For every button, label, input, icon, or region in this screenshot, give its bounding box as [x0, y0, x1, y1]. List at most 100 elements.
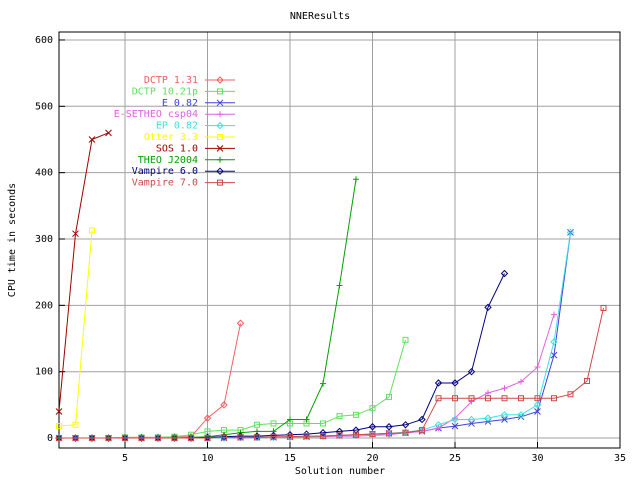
point [517, 411, 525, 419]
point [584, 377, 590, 384]
y-tick-label: 200 [35, 300, 53, 311]
point [452, 395, 458, 402]
point [217, 111, 223, 118]
point [217, 179, 223, 186]
point [368, 423, 377, 431]
point [485, 395, 491, 402]
point [335, 427, 344, 436]
point [171, 435, 178, 442]
point [216, 145, 224, 152]
y-tick-label: 400 [35, 168, 53, 179]
point [56, 423, 62, 430]
point [467, 415, 476, 424]
point [500, 411, 509, 419]
point [217, 134, 223, 140]
point [435, 395, 442, 402]
point [451, 415, 459, 424]
point [518, 378, 524, 385]
point [72, 421, 79, 428]
y-tick-label: 500 [35, 101, 53, 112]
point [320, 420, 326, 427]
point [484, 414, 492, 422]
point [533, 401, 542, 409]
legend-label: EP 0.82 [156, 121, 198, 132]
point [270, 428, 277, 435]
point [485, 389, 491, 396]
series-line [58, 230, 93, 427]
point [55, 408, 63, 415]
plot-frame [58, 31, 621, 449]
point [216, 121, 224, 130]
point [320, 433, 326, 440]
point [336, 413, 343, 420]
point [500, 269, 509, 278]
legend-label: Vampire 7.0 [132, 178, 198, 189]
x-axis-label: Solution number [295, 466, 385, 477]
x-tick-label: 5 [122, 453, 128, 464]
y-tick-label: 600 [35, 35, 53, 46]
point [467, 367, 476, 376]
point [434, 379, 443, 387]
y-axis-label: CPU time in seconds [7, 183, 18, 297]
point [551, 395, 557, 402]
series-line [59, 232, 571, 439]
point [303, 416, 310, 423]
point [451, 379, 459, 387]
point [501, 395, 508, 402]
point [188, 435, 194, 442]
point [501, 416, 508, 423]
point [385, 423, 393, 431]
point [369, 431, 376, 438]
legend-label: Otter 3.3 [144, 132, 198, 143]
x-tick-label: 20 [366, 453, 378, 464]
point [89, 435, 95, 442]
point [270, 433, 277, 440]
legend-label: Vampire 6.0 [132, 166, 198, 177]
point [216, 167, 224, 175]
series-line [59, 232, 571, 439]
point [551, 311, 557, 318]
point [501, 385, 508, 392]
point [105, 435, 112, 442]
point [138, 435, 145, 442]
point [72, 230, 79, 238]
point [369, 405, 376, 412]
point [534, 408, 541, 415]
point [254, 421, 260, 428]
legend-label: E-SETHEO csp04 [114, 109, 198, 120]
point [550, 351, 558, 359]
point [418, 415, 426, 424]
point [105, 129, 112, 137]
point [468, 395, 475, 402]
point [600, 305, 607, 312]
point [534, 395, 541, 402]
point [122, 435, 128, 442]
point [534, 364, 541, 371]
point [56, 435, 62, 442]
point [353, 176, 359, 183]
point [451, 422, 459, 430]
x-tick-label: 25 [449, 453, 461, 464]
series-line [59, 307, 604, 439]
point [220, 401, 228, 409]
point [336, 432, 343, 439]
point [254, 434, 260, 441]
y-tick-label: 300 [35, 234, 53, 245]
point [270, 420, 277, 427]
point [353, 411, 359, 418]
point [72, 435, 79, 442]
series-line [58, 132, 109, 412]
legend-label: DCTP 10.21p [132, 86, 198, 97]
point [287, 416, 293, 423]
point [336, 282, 343, 289]
point [303, 433, 310, 440]
legend-label: SOS 1.0 [156, 143, 198, 154]
point [550, 338, 558, 346]
point [89, 227, 95, 234]
series-line [59, 339, 406, 439]
series-line [59, 273, 505, 439]
x-tick-label: 15 [284, 453, 296, 464]
point [567, 391, 574, 398]
